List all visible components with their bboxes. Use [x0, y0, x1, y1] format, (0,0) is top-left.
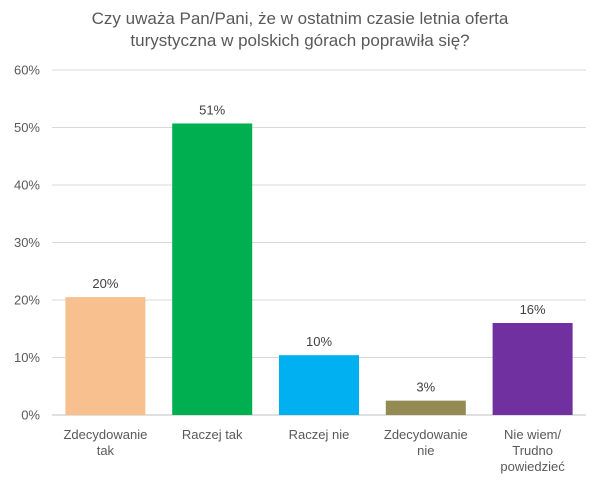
y-tick-label: 30%	[14, 235, 40, 250]
chart-title-line-2: turystyczna w polskich górach poprawiła …	[130, 31, 470, 50]
x-tick-label-line: Trudno	[512, 443, 553, 458]
x-tick-label-line: Zdecydowanie	[384, 427, 468, 442]
x-tick-label-line: Zdecydowanie	[63, 427, 147, 442]
x-tick-label-line: nie	[417, 443, 434, 458]
y-tick-label: 60%	[14, 63, 40, 78]
bar	[65, 297, 146, 415]
x-tick-label-line: tak	[97, 443, 115, 458]
data-labels: 20% 51% 10% 3% 16%	[92, 102, 546, 394]
bar	[279, 355, 359, 415]
x-tick-label: Raczej nie	[289, 427, 350, 442]
bars	[65, 123, 573, 415]
y-tick-label: 50%	[14, 120, 40, 135]
data-label: 20%	[92, 276, 118, 291]
data-label: 51%	[199, 102, 225, 117]
bar	[492, 323, 573, 415]
x-tick-label: Raczej tak	[182, 427, 243, 442]
chart-title-line-1: Czy uważa Pan/Pani, że w ostatnim czasie…	[91, 9, 509, 28]
x-tick-label-line: powiedzieć	[500, 459, 565, 474]
y-tick-label: 10%	[14, 350, 40, 365]
bar	[172, 123, 253, 415]
bar	[385, 400, 466, 415]
y-axis: 0% 10% 20% 30% 40% 50% 60%	[14, 63, 40, 423]
x-tick-label-line: Nie wiem/	[504, 427, 561, 442]
chart-title: Czy uważa Pan/Pani, że w ostatnim czasie…	[20, 8, 580, 52]
x-tick-label: Zdecydowanie nie	[384, 427, 468, 458]
y-tick-label: 20%	[14, 293, 40, 308]
data-label: 16%	[520, 302, 546, 317]
data-label: 3%	[416, 380, 435, 395]
x-tick-label: Zdecydowanie tak	[63, 427, 147, 458]
x-tick-label-line: Raczej nie	[289, 427, 350, 442]
y-tick-label: 0%	[21, 408, 40, 423]
x-tick-label-line: Raczej tak	[182, 427, 243, 442]
data-label: 10%	[306, 334, 332, 349]
y-tick-label: 40%	[14, 178, 40, 193]
x-tick-label: Nie wiem/Trudno powiedzieć	[500, 427, 565, 474]
